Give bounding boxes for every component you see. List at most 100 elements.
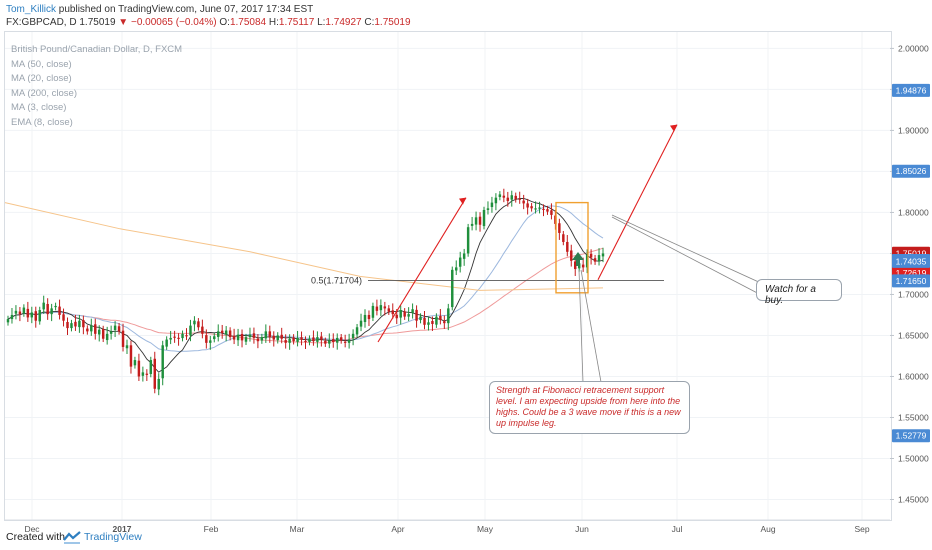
- candle-body: [125, 345, 129, 349]
- candle-body: [26, 308, 30, 318]
- author-link[interactable]: Tom_Killick: [6, 4, 57, 15]
- tradingview-brand[interactable]: TradingView: [84, 531, 142, 543]
- candle-body: [581, 264, 585, 268]
- price-tick-label: 1.55000: [898, 412, 929, 422]
- candle-body: [82, 320, 85, 328]
- impulse-arrow-line: [377, 197, 467, 343]
- candle-body: [451, 269, 454, 308]
- price-tick-label: 1.65000: [898, 330, 929, 340]
- price-tag: [892, 429, 930, 443]
- candle-body: [137, 360, 141, 377]
- price-tag-label: 1.75019: [896, 248, 927, 258]
- candle-body: [462, 253, 466, 259]
- candle-body: [209, 340, 212, 343]
- ma-50-line: [7, 247, 604, 344]
- price-tag: [892, 164, 930, 178]
- candle-body: [42, 302, 45, 310]
- candle-body: [205, 335, 208, 343]
- candle-body: [324, 340, 327, 344]
- legend-ma50[interactable]: MA (50, close): [11, 58, 72, 70]
- candle-body: [494, 197, 498, 204]
- price-tick-label: 2.00000: [898, 43, 929, 53]
- candle-body: [308, 338, 311, 343]
- price-tag-label: 1.85026: [896, 166, 927, 176]
- candle-body: [54, 305, 57, 308]
- time-tick-label: May: [477, 524, 494, 534]
- candle-body: [558, 223, 561, 233]
- candle-body: [510, 195, 513, 200]
- time-tick-label: Apr: [391, 524, 404, 534]
- open-label: O:: [219, 17, 230, 28]
- candle-body: [300, 337, 303, 340]
- candle-body: [109, 331, 113, 334]
- candle-body: [506, 197, 510, 201]
- candle-body: [316, 337, 319, 342]
- fibonacci-note[interactable]: Strength at Fibonacci retracement suppor…: [489, 381, 690, 434]
- candle-body: [70, 323, 73, 329]
- candle-body: [447, 308, 450, 324]
- high-label: H:: [268, 17, 279, 28]
- symbol-label[interactable]: FX:GBPCAD, D: [6, 17, 77, 28]
- candle-body: [367, 314, 371, 320]
- candle-body: [161, 345, 164, 379]
- candle-body: [66, 322, 69, 329]
- candle-body: [224, 330, 228, 335]
- down-arrow-icon: ▼: [118, 17, 129, 28]
- legend-ema8[interactable]: EMA (8, close): [11, 116, 73, 128]
- candles: [6, 188, 605, 396]
- candle-body: [458, 257, 462, 267]
- candle-body: [220, 330, 224, 334]
- watch-for-buy-text: Watch for a buy.: [765, 284, 816, 306]
- candle-body: [538, 207, 541, 209]
- candle-body: [145, 373, 149, 375]
- candle-body: [244, 337, 248, 342]
- candle-body: [157, 378, 160, 390]
- candle-body: [359, 320, 363, 327]
- price-tick-label: 1.70000: [898, 289, 929, 299]
- candle-body: [117, 326, 121, 332]
- candle-body: [328, 340, 331, 344]
- candle-body: [355, 327, 359, 335]
- high-value: 1.75117: [278, 17, 315, 28]
- candle-body: [562, 234, 565, 242]
- legend-ma200[interactable]: MA (200, close): [11, 87, 77, 99]
- candle-body: [391, 310, 394, 315]
- candle-body: [550, 210, 553, 215]
- candle-body: [288, 338, 291, 343]
- candle-body: [189, 325, 192, 336]
- legend-ma3[interactable]: MA (3, close): [11, 102, 67, 113]
- candle-body: [149, 360, 153, 375]
- close-value: 1.75019: [374, 17, 411, 28]
- candle-body: [423, 317, 426, 325]
- price-tag-label: 1.71650: [896, 276, 927, 286]
- candle-body: [173, 336, 176, 338]
- target-arrow-line: [597, 124, 678, 280]
- candle-body: [38, 310, 41, 322]
- watch-for-buy-note[interactable]: Watch for a buy.: [756, 279, 842, 306]
- time-axis: Dec 2017 Feb Mar Apr May Jun Jul Aug Sep: [5, 519, 890, 534]
- legend-ma20[interactable]: MA (20, close): [11, 73, 72, 84]
- candle-body: [371, 305, 375, 318]
- impulse-arrow-head: [459, 197, 466, 205]
- candle-body: [379, 305, 383, 311]
- candle-body: [228, 330, 232, 338]
- candle-body: [502, 195, 506, 198]
- candle-body: [30, 312, 34, 318]
- candle-body: [574, 261, 577, 270]
- candle-body: [280, 334, 283, 339]
- ma-20-line: [7, 205, 604, 353]
- candle-body: [213, 336, 216, 340]
- drawings: 0.5(1.71704): [311, 124, 764, 383]
- candle-body: [336, 337, 339, 343]
- time-tick-label: Aug: [760, 524, 775, 534]
- candle-body: [292, 337, 295, 342]
- candle-body: [339, 337, 343, 341]
- candle-body: [181, 333, 184, 339]
- created-with-label: Created with: [6, 531, 65, 543]
- open-value: 1.75084: [229, 17, 267, 28]
- fib-note-pointer: [580, 269, 602, 383]
- candle-body: [395, 314, 398, 319]
- candle-body: [526, 203, 529, 208]
- publish-info: published on TradingView.com, June 07, 2…: [58, 4, 314, 15]
